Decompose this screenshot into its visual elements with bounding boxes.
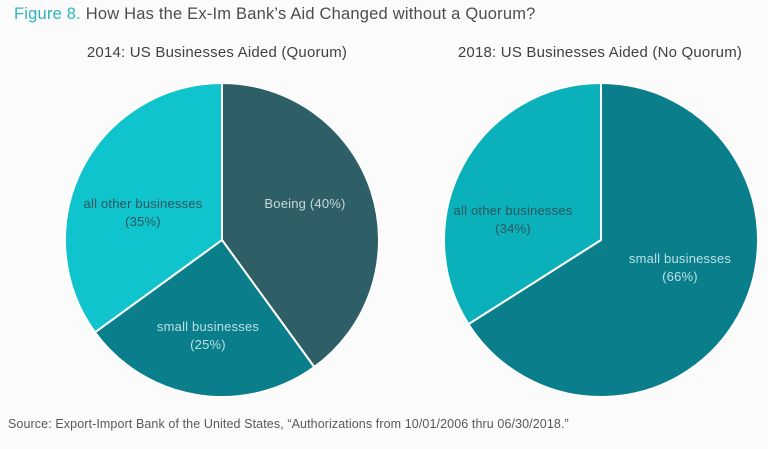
- subtitle-2014-quorum: 2014: US Businesses Aided (Quorum): [86, 44, 348, 61]
- pie-slice-small-businesses: [467, 82, 759, 398]
- figure-number-label: Figure 8.: [14, 5, 81, 23]
- source-note: Source: Export-Import Bank of the United…: [8, 417, 569, 431]
- pie-slice-Boeing: [221, 82, 380, 369]
- pie-slice-small-businesses: [93, 239, 316, 398]
- subtitle-2018-no-quorum: 2018: US Businesses Aided (No Quorum): [457, 44, 743, 61]
- figure-title: Figure 8. How Has the Ex-Im Bank’s Aid C…: [14, 5, 536, 24]
- pie-slice-all-other-businesses: [443, 82, 602, 326]
- pie-slice-all-other-businesses: [64, 82, 223, 334]
- figure-title-text: How Has the Ex-Im Bank’s Aid Changed wit…: [85, 5, 536, 23]
